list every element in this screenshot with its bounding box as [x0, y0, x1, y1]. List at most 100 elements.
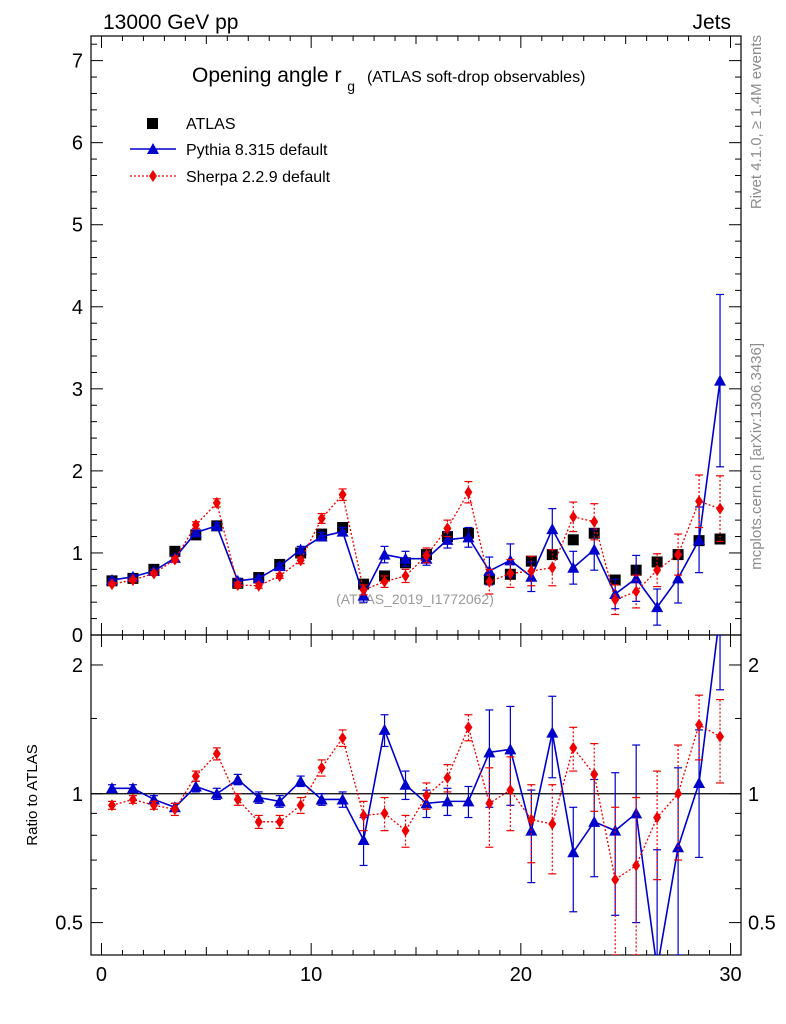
data-point-sherpa	[716, 730, 725, 743]
data-point-sherpa	[107, 799, 116, 812]
y-tick-label-right: 0.5	[748, 913, 776, 935]
data-point-pythia	[714, 374, 727, 386]
data-point-pythia	[252, 791, 265, 803]
data-point-pythia	[588, 815, 601, 827]
data-area	[105, 293, 727, 626]
data-point-sherpa	[464, 486, 473, 499]
data-point-sherpa	[695, 718, 704, 731]
data-point-pythia	[651, 601, 664, 613]
data-point-pythia	[231, 773, 244, 785]
legend-marker-sherpa	[149, 170, 157, 182]
data-point-pythia	[567, 561, 580, 573]
data-point-pythia	[630, 807, 643, 819]
data-point-pythia	[651, 963, 663, 974]
data-point-pythia	[567, 846, 580, 858]
data-point-sherpa	[632, 585, 641, 598]
data-point-pythia	[105, 782, 118, 794]
data-point-sherpa	[338, 488, 347, 501]
data-point-sherpa	[128, 793, 137, 806]
header-left: 13000 GeV pp	[103, 11, 238, 34]
analysis-watermark: (ATLAS_2019_I1772062)	[336, 591, 494, 607]
data-point-sherpa	[674, 548, 683, 561]
data-point-sherpa	[107, 578, 116, 591]
x-tick-label: 20	[510, 964, 532, 986]
y-tick-label: 3	[72, 379, 83, 401]
data-point-sherpa	[317, 512, 326, 525]
legend-label-pythia: Pythia 8.315 default	[186, 142, 328, 159]
series-line-pythia	[111, 635, 719, 955]
series-line-pythia	[111, 380, 721, 609]
data-point-pythia	[210, 787, 223, 799]
data-point-sherpa	[485, 797, 494, 810]
data-point-sherpa	[611, 593, 620, 606]
data-point-sherpa	[233, 793, 242, 806]
data-point-sherpa	[149, 567, 158, 580]
data-point-sherpa	[170, 553, 179, 566]
data-point-sherpa	[359, 583, 368, 596]
data-point-sherpa	[275, 815, 284, 828]
data-point-pythia	[672, 572, 685, 584]
y-tick-label-right: 2	[748, 655, 759, 677]
data-point-pythia	[294, 543, 307, 555]
legend: ATLAS Pythia 8.315 default Sherpa 2.2.9 …	[130, 116, 331, 186]
data-point-sherpa	[191, 519, 200, 532]
data-point-pythia	[546, 523, 559, 535]
data-point-sherpa	[464, 721, 473, 734]
data-point-pythia	[189, 526, 202, 538]
data-point-sherpa	[590, 768, 599, 781]
series-line-sherpa	[111, 723, 721, 881]
data-area	[105, 607, 726, 974]
data-point-sherpa	[548, 817, 557, 830]
data-point-sherpa	[380, 807, 389, 820]
y-tick-label: 7	[72, 51, 83, 73]
data-point-pythia	[378, 723, 391, 735]
data-point-sherpa	[569, 510, 578, 523]
data-point-sherpa	[590, 515, 599, 528]
data-point-sherpa	[359, 809, 368, 822]
data-point-pythia	[399, 778, 412, 790]
y-tick-label: 6	[72, 133, 83, 155]
data-point-sherpa	[149, 799, 158, 812]
x-tick-label: 10	[300, 964, 322, 986]
x-tick-label: 0	[96, 964, 107, 986]
y-tick-label: 1	[72, 784, 83, 806]
data-point-sherpa	[506, 567, 515, 580]
data-point-sherpa	[716, 502, 725, 515]
data-point-sherpa	[380, 575, 389, 588]
data-point-pythia	[693, 533, 706, 545]
chart-title-subscript: g	[347, 78, 355, 94]
y-tick-label-right: 1	[748, 784, 759, 806]
data-point-pythia	[504, 743, 517, 755]
y-tick-label: 0.5	[55, 913, 83, 935]
header-right: Jets	[692, 11, 731, 34]
rivet-label: Rivet 4.1.0, ≥ 1.4M events	[748, 35, 765, 209]
data-point-pythia	[273, 795, 286, 807]
data-point-sherpa	[422, 549, 431, 562]
data-point-pythia	[609, 824, 622, 836]
data-point-sherpa	[695, 495, 704, 508]
mcplots-label: mcplots.cern.ch [arXiv:1306.3436]	[748, 343, 765, 570]
data-point-pythia	[336, 793, 349, 805]
y-tick-label: 1	[72, 543, 83, 565]
data-point-pythia	[252, 572, 265, 584]
y-tick-label: 5	[72, 215, 83, 237]
legend-marker-pythia	[147, 143, 159, 154]
legend-label-sherpa: Sherpa 2.2.9 default	[186, 169, 331, 186]
data-point-sherpa	[191, 770, 200, 783]
chart-title: Opening angle r g (ATLAS soft-drop obser…	[192, 64, 585, 96]
data-point-sherpa	[653, 811, 662, 824]
y-tick-label: 2	[72, 461, 83, 483]
data-point-sherpa	[317, 761, 326, 774]
data-point-pythia	[210, 519, 223, 531]
data-point-pythia	[420, 797, 433, 809]
data-point-sherpa	[401, 824, 410, 837]
data-point-pythia	[462, 795, 475, 807]
data-point-sherpa	[611, 873, 620, 886]
data-point-sherpa	[254, 579, 263, 592]
data-point-pythia	[714, 607, 726, 618]
data-point-pythia	[315, 793, 328, 805]
data-point-sherpa	[296, 554, 305, 567]
data-point-sherpa	[527, 813, 536, 826]
data-point-pythia	[441, 533, 454, 545]
